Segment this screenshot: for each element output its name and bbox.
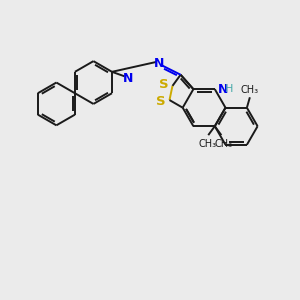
Text: S: S	[159, 78, 169, 91]
Text: S: S	[156, 95, 166, 108]
Text: N: N	[218, 83, 229, 96]
Text: CH₃: CH₃	[198, 139, 216, 149]
Text: N: N	[154, 57, 164, 70]
Text: CH₃: CH₃	[241, 85, 259, 95]
Text: CH₃: CH₃	[214, 139, 232, 149]
Text: H: H	[225, 84, 234, 94]
Text: N: N	[123, 72, 134, 85]
